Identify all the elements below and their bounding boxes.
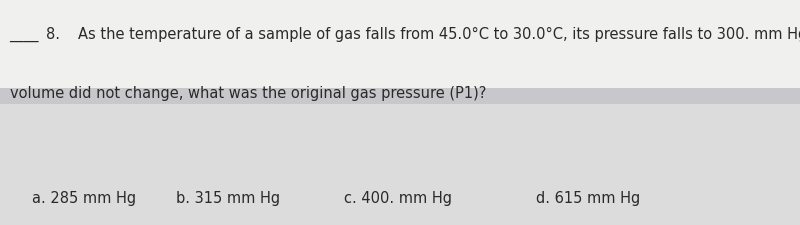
Text: ____: ____ xyxy=(10,27,39,42)
Text: a. 285 mm Hg: a. 285 mm Hg xyxy=(32,191,136,205)
Text: 8.: 8. xyxy=(46,27,61,42)
Text: d. 615 mm Hg: d. 615 mm Hg xyxy=(536,191,640,205)
Bar xyxy=(0,89,800,105)
Text: As the temperature of a sample of gas falls from 45.0°C to 30.0°C, its pressure : As the temperature of a sample of gas fa… xyxy=(78,27,800,42)
Text: volume did not change, what was the original gas pressure (P1)?: volume did not change, what was the orig… xyxy=(10,86,486,100)
Bar xyxy=(0,0,800,89)
Text: c. 400. mm Hg: c. 400. mm Hg xyxy=(344,191,452,205)
Bar xyxy=(0,105,800,225)
Text: b. 315 mm Hg: b. 315 mm Hg xyxy=(176,191,280,205)
